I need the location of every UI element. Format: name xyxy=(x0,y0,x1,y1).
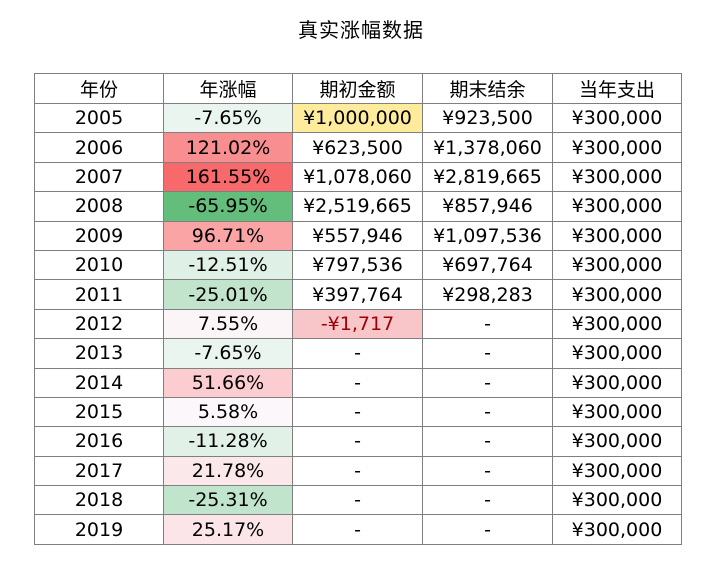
table-row: 2012 7.55% -¥1,717- ¥300,000 xyxy=(34,308,682,340)
cell-annual-expense: ¥300,000 xyxy=(552,485,682,516)
cell-ending-balance: - xyxy=(422,396,553,428)
cell-annual-expense: ¥300,000 xyxy=(552,338,682,369)
header-row: 年份 年涨幅 期初金额 期末结余 当年支出 xyxy=(34,73,682,104)
cell-year: 2017 xyxy=(34,455,164,487)
cell-annual-expense: ¥300,000 xyxy=(552,396,682,428)
header-ending-balance: 期末结余 xyxy=(422,73,553,104)
cell-year: 2016 xyxy=(34,426,164,457)
table-row: 2006 121.02% ¥623,500 ¥1,378,060 ¥300,000 xyxy=(34,132,682,163)
table-row: 2019 25.17% - - ¥300,000 xyxy=(34,514,682,545)
cell-initial-amount: ¥797,536 xyxy=(292,249,423,281)
cell-ending-balance: ¥2,819,665 xyxy=(422,161,553,193)
cell-ending-balance: ¥298,283 xyxy=(422,279,553,310)
cell-initial-amount: ¥1,000,000 xyxy=(292,102,423,134)
cell-year: 2006 xyxy=(34,132,164,163)
cell-ending-balance: - xyxy=(422,485,553,516)
table-row: 2010 -12.51% ¥797,536 ¥697,764 ¥300,000 xyxy=(34,249,682,281)
header-year: 年份 xyxy=(34,73,164,104)
cell-initial-amount: - xyxy=(292,367,423,398)
cell-annual-growth: 21.78% xyxy=(163,455,293,487)
cell-initial-amount: ¥1,078,060 xyxy=(292,161,423,193)
cell-annual-expense: ¥300,000 xyxy=(552,455,682,487)
header-annual-growth: 年涨幅 xyxy=(163,73,293,104)
cell-annual-expense: ¥300,000 xyxy=(552,514,682,545)
cell-initial-amount: ¥2,519,665 xyxy=(292,191,423,222)
cell-annual-growth: 51.66% xyxy=(163,367,293,398)
cell-year: 2012 xyxy=(34,308,164,340)
cell-year: 2010 xyxy=(34,249,164,281)
table-title: 真实涨幅数据 xyxy=(298,18,424,42)
table-row: 2016 -11.28% - - ¥300,000 xyxy=(34,426,682,457)
cell-annual-growth: -25.01% xyxy=(163,279,293,310)
cell-annual-expense: ¥300,000 xyxy=(552,191,682,222)
cell-annual-expense: ¥300,000 xyxy=(552,249,682,281)
cell-year: 2005 xyxy=(34,102,164,134)
cell-annual-expense: ¥300,000 xyxy=(552,367,682,398)
cell-year: 2007 xyxy=(34,161,164,193)
cell-initial-amount: - xyxy=(292,426,423,457)
table-row: 2018 -25.31% - - ¥300,000 xyxy=(34,485,682,516)
header-initial-amount: 期初金额 xyxy=(292,73,423,104)
cell-annual-expense: ¥300,000 xyxy=(552,220,682,251)
cell-annual-growth: 121.02% xyxy=(163,132,293,163)
cell-annual-growth: -11.28% xyxy=(163,426,293,457)
cell-ending-balance: ¥1,097,536 xyxy=(422,220,553,251)
cell-initial-amount: ¥623,500 xyxy=(292,132,423,163)
cell-annual-growth: 96.71% xyxy=(163,220,293,251)
cell-annual-growth: -7.65% xyxy=(163,102,293,134)
cell-initial-amount: -¥1,717 xyxy=(292,308,423,340)
cell-annual-expense: ¥300,000 xyxy=(552,132,682,163)
cell-annual-expense: ¥300,000 xyxy=(552,102,682,134)
cell-year: 2015 xyxy=(34,396,164,428)
cell-ending-balance: - xyxy=(422,426,553,457)
cell-initial-amount: - xyxy=(292,396,423,428)
table-row: 2005 -7.65% ¥1,000,000 ¥923,500 ¥300,000 xyxy=(34,102,682,134)
cell-ending-balance: - xyxy=(422,455,553,487)
cell-initial-amount: ¥397,764 xyxy=(292,279,423,310)
table-row: 2009 96.71% ¥557,946 ¥1,097,536 ¥300,000 xyxy=(34,220,682,251)
cell-annual-expense: ¥300,000 xyxy=(552,308,682,340)
cell-ending-balance: ¥923,500 xyxy=(422,102,553,134)
cell-annual-growth: 7.55% xyxy=(163,308,293,340)
header-annual-expense: 当年支出 xyxy=(552,73,682,104)
cell-ending-balance: ¥1,378,060 xyxy=(422,132,553,163)
cell-ending-balance: ¥857,946 xyxy=(422,191,553,222)
cell-annual-growth: 5.58% xyxy=(163,396,293,428)
cell-annual-expense: ¥300,000 xyxy=(552,279,682,310)
cell-year: 2009 xyxy=(34,220,164,251)
cell-year: 2014 xyxy=(34,367,164,398)
cell-initial-amount: - xyxy=(292,455,423,487)
cell-initial-amount: - xyxy=(292,514,423,545)
cell-annual-expense: ¥300,000 xyxy=(552,161,682,193)
cell-ending-balance: - xyxy=(422,308,553,340)
cell-ending-balance: ¥697,764 xyxy=(422,249,553,281)
cell-initial-amount: - xyxy=(292,485,423,516)
cell-ending-balance: - xyxy=(422,514,553,545)
cell-annual-growth: -7.65% xyxy=(163,338,293,369)
cell-year: 2008 xyxy=(34,191,164,222)
cell-initial-amount: ¥557,946 xyxy=(292,220,423,251)
cell-initial-amount: - xyxy=(292,338,423,369)
cell-ending-balance: - xyxy=(422,338,553,369)
cell-annual-growth: -25.31% xyxy=(163,485,293,516)
table-row: 2015 5.58% - - ¥300,000 xyxy=(34,396,682,428)
table-row: 2013 -7.65% - - ¥300,000 xyxy=(34,338,682,369)
table-row: 2008 -65.95% ¥2,519,665 ¥857,946 ¥300,000 xyxy=(34,191,682,222)
cell-annual-expense: ¥300,000 xyxy=(552,426,682,457)
cell-annual-growth: 25.17% xyxy=(163,514,293,545)
table-row: 2017 21.78% - - ¥300,000 xyxy=(34,455,682,487)
cell-annual-growth: -65.95% xyxy=(163,191,293,222)
cell-year: 2011 xyxy=(34,279,164,310)
table-body: 2005 -7.65% ¥1,000,000 ¥923,500 ¥300,000 2006… xyxy=(34,102,682,545)
table-row: 2014 51.66% - - ¥300,000 xyxy=(34,367,682,398)
cell-year: 2019 xyxy=(34,514,164,545)
cell-year: 2018 xyxy=(34,485,164,516)
table-row: 2007 161.55% ¥1,078,060 ¥2,819,665 ¥300,000 xyxy=(34,161,682,193)
data-table: 年份 年涨幅 期初金额 期末结余 当年支出 2005 -7.65% ¥1,000,0… xyxy=(34,73,682,545)
cell-annual-growth: -12.51% xyxy=(163,249,293,281)
cell-ending-balance: - xyxy=(422,367,553,398)
cell-annual-growth: 161.55% xyxy=(163,161,293,193)
table-row: 2011 -25.01% ¥397,764 ¥298,283 ¥300,000 xyxy=(34,279,682,310)
cell-year: 2013 xyxy=(34,338,164,369)
